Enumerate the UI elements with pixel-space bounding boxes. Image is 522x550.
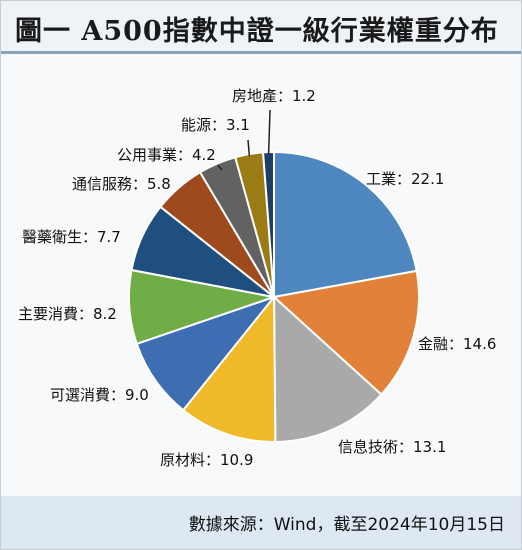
slice-label-5: 可選消費：9.0 (50, 386, 149, 404)
pie-slice-2 (271, 269, 420, 396)
pie-slice-5 (135, 294, 277, 412)
slice-labels: 工業：22.1 金融：14.6 信息技術：13.1 原材料：10.9 可選消費：9.0 主… (18, 87, 496, 469)
slice-label-8: 通信服務：5.8 (72, 175, 171, 193)
source-note: 數據來源：Wind，截至2024年10月15日 (188, 515, 505, 535)
slice-label-4: 原材料：10.9 (160, 451, 253, 469)
slice-label-1: 工業：22.1 (366, 170, 444, 188)
slice-label-2: 金融：14.6 (418, 335, 496, 353)
pie-slice-4 (181, 294, 277, 443)
footer-bar: 數據來源：Wind，截至2024年10月15日 (1, 496, 521, 549)
slice-label-7: 醫藥衛生：7.7 (22, 228, 121, 246)
slice-label-10: 能源：3.1 (181, 116, 250, 134)
slice-label-11: 房地產：1.2 (232, 87, 316, 105)
slice-label-3: 信息技術：13.1 (338, 438, 446, 456)
slice-label-9: 公用事業：4.2 (117, 146, 216, 164)
title-divider (1, 51, 521, 54)
slice-label-6: 主要消費：8.2 (18, 305, 117, 323)
leader-lines (217, 109, 271, 171)
pie-slice-3 (272, 294, 383, 443)
leader-line-9 (217, 164, 223, 171)
leader-line-10 (247, 139, 251, 157)
chart-title: 圖一 A500指數中證一級行業權重分布 (15, 16, 499, 47)
pie-slices (128, 150, 420, 443)
pie-slice-1 (273, 150, 418, 299)
leader-line-11 (267, 109, 271, 155)
